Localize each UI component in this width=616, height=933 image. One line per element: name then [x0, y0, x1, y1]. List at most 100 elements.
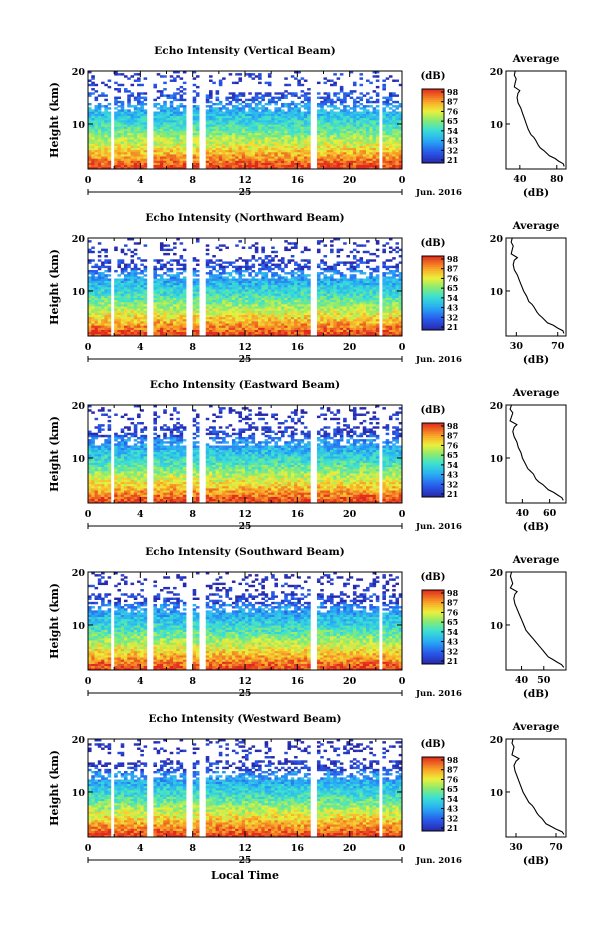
x-tick-label: 0 — [85, 509, 92, 520]
x-tick-label: 8 — [189, 843, 196, 854]
average-title: Average — [512, 220, 560, 232]
average-frame — [506, 739, 566, 837]
day-label: 25 — [239, 188, 252, 198]
x-tick-label: 16 — [291, 843, 305, 854]
colorbar-tick-label: 76 — [447, 607, 459, 617]
avg-x-tick-label: 40 — [515, 675, 529, 686]
avg-y-tick-label: 20 — [490, 401, 504, 412]
average-x-label: (dB) — [523, 688, 549, 700]
colorbar — [422, 89, 444, 163]
colorbar-tick-label: 43 — [447, 804, 459, 814]
colorbar-tick-label: 87 — [447, 765, 458, 775]
x-tick-label: 0 — [399, 342, 406, 353]
y-tick-label: 10 — [72, 621, 86, 632]
average-title: Average — [512, 387, 560, 399]
colorbar-tick-label: 76 — [447, 273, 459, 283]
colorbar-tick-label: 43 — [447, 637, 459, 647]
x-tick-label: 16 — [291, 676, 305, 687]
colorbar-tick-label: 54 — [447, 126, 459, 136]
colorbar-unit: (dB) — [421, 405, 446, 416]
avg-x-tick-label: 40 — [516, 508, 530, 519]
date-label: Jun. 2016 — [415, 188, 462, 198]
x-tick-label: 4 — [137, 509, 144, 520]
y-axis-label: Height (km) — [48, 750, 61, 826]
y-tick-label: 20 — [72, 67, 86, 78]
day-label: 25 — [239, 522, 252, 532]
y-tick-label: 10 — [72, 120, 86, 131]
colorbar-tick-label: 54 — [447, 794, 459, 804]
x-tick-label: 0 — [85, 342, 92, 353]
beam-panel-1: Echo Intensity (Northward Beam)Height (k… — [48, 212, 566, 366]
colorbar-tick-label: 32 — [447, 312, 458, 322]
average-frame — [506, 405, 566, 503]
y-axis-label: Height (km) — [48, 82, 61, 158]
x-tick-label: 4 — [137, 676, 144, 687]
colorbar-tick-label: 65 — [447, 784, 458, 794]
beam-panel-3: Echo Intensity (Southward Beam)Height (k… — [48, 546, 566, 700]
x-tick-label: 12 — [238, 676, 251, 687]
avg-y-tick-label: 20 — [490, 234, 504, 245]
colorbar-tick-label: 32 — [447, 145, 458, 155]
colorbar-tick-label: 87 — [447, 97, 458, 107]
x-tick-label: 12 — [238, 342, 251, 353]
heatmap-cells — [88, 71, 402, 169]
colorbar-tick-label: 65 — [447, 116, 458, 126]
x-tick-label: 4 — [137, 175, 144, 186]
avg-y-tick-label: 20 — [490, 568, 504, 579]
y-tick-label: 20 — [72, 234, 86, 245]
colorbar-tick-label: 54 — [447, 293, 459, 303]
panel-title: Echo Intensity (Vertical Beam) — [154, 45, 335, 57]
x-tick-label: 16 — [291, 509, 305, 520]
x-tick-label: 4 — [137, 843, 144, 854]
colorbar-tick-label: 87 — [447, 598, 458, 608]
avg-x-tick-label: 30 — [510, 341, 524, 352]
avg-y-tick-label: 10 — [490, 621, 504, 632]
y-axis-label: Height (km) — [48, 249, 61, 325]
x-tick-label: 20 — [343, 843, 357, 854]
colorbar-tick-label: 21 — [447, 656, 458, 666]
colorbar-unit: (dB) — [421, 238, 446, 249]
x-tick-label: 0 — [399, 676, 406, 687]
average-x-label: (dB) — [523, 187, 549, 199]
date-label: Jun. 2016 — [415, 522, 462, 532]
colorbar-tick-label: 21 — [447, 489, 458, 499]
y-axis-label: Height (km) — [48, 416, 61, 492]
colorbar-tick-label: 32 — [447, 813, 458, 823]
colorbar-tick-label: 43 — [447, 136, 459, 146]
average-x-label: (dB) — [523, 855, 549, 867]
avg-y-tick-label: 10 — [490, 454, 504, 465]
x-tick-label: 16 — [291, 342, 305, 353]
x-tick-label: 12 — [238, 509, 251, 520]
x-tick-label: 8 — [189, 342, 196, 353]
colorbar-tick-label: 21 — [447, 322, 458, 332]
average-title: Average — [512, 53, 560, 65]
x-tick-label: 12 — [238, 843, 251, 854]
avg-y-tick-label: 10 — [490, 287, 504, 298]
x-tick-label: 0 — [85, 676, 92, 687]
x-tick-label: 0 — [399, 509, 406, 520]
colorbar-tick-label: 76 — [447, 440, 459, 450]
x-tick-label: 16 — [291, 175, 305, 186]
avg-x-tick-label: 40 — [513, 174, 527, 185]
x-tick-label: 0 — [399, 843, 406, 854]
x-tick-label: 8 — [189, 175, 196, 186]
colorbar-tick-label: 21 — [447, 823, 458, 833]
avg-x-tick-label: 50 — [537, 675, 551, 686]
y-tick-label: 20 — [72, 735, 86, 746]
x-tick-label: 20 — [343, 676, 357, 687]
colorbar — [422, 590, 444, 664]
colorbar-tick-label: 54 — [447, 627, 459, 637]
heatmap-cells — [88, 238, 402, 336]
day-label: 25 — [239, 856, 252, 866]
colorbar-unit: (dB) — [421, 572, 446, 583]
colorbar-tick-label: 65 — [447, 450, 458, 460]
x-tick-label: 8 — [189, 676, 196, 687]
day-label: 25 — [239, 689, 252, 699]
colorbar-unit: (dB) — [421, 71, 446, 82]
colorbar-tick-label: 98 — [447, 254, 459, 264]
avg-x-tick-label: 30 — [509, 842, 523, 853]
panel-title: Echo Intensity (Southward Beam) — [145, 546, 344, 558]
colorbar-tick-label: 32 — [447, 479, 458, 489]
